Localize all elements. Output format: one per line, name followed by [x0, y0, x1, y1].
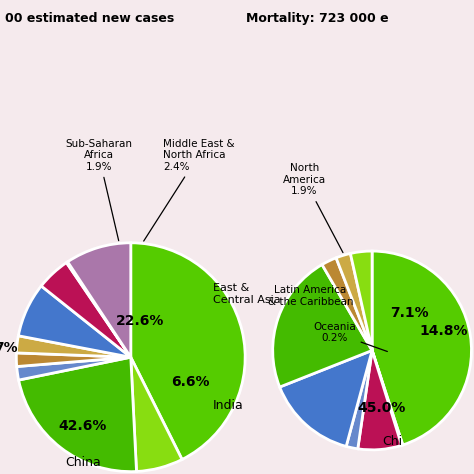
Text: North
America
1.9%: North America 1.9% [283, 163, 343, 253]
Wedge shape [18, 286, 131, 357]
Text: East &
Central Asia: East & Central Asia [213, 283, 281, 305]
Text: Middle East &
North Africa
2.4%: Middle East & North Africa 2.4% [144, 139, 235, 241]
Wedge shape [336, 254, 372, 350]
Text: China: China [65, 456, 100, 469]
Wedge shape [322, 258, 372, 350]
Text: Sub-Saharan
Africa
1.9%: Sub-Saharan Africa 1.9% [65, 139, 132, 241]
Text: India: India [213, 399, 244, 412]
Text: Latin America
& the Caribbean: Latin America & the Caribbean [268, 285, 353, 307]
Wedge shape [66, 262, 131, 357]
Wedge shape [350, 251, 372, 350]
Text: 00 estimated new cases: 00 estimated new cases [5, 12, 174, 25]
Wedge shape [280, 350, 372, 447]
Text: Oceania
0.2%: Oceania 0.2% [313, 322, 387, 352]
Text: 7.1%: 7.1% [391, 306, 429, 319]
Text: Chi: Chi [382, 436, 402, 448]
Text: 45.0%: 45.0% [358, 401, 406, 415]
Text: 7%: 7% [0, 341, 18, 355]
Wedge shape [131, 357, 182, 472]
Wedge shape [17, 336, 131, 357]
Wedge shape [273, 264, 372, 387]
Wedge shape [16, 353, 131, 366]
Text: Mortality: 723 000 e: Mortality: 723 000 e [246, 12, 389, 25]
Wedge shape [17, 357, 131, 380]
Text: 6.6%: 6.6% [171, 375, 210, 389]
Wedge shape [131, 243, 245, 459]
Wedge shape [68, 243, 131, 357]
Wedge shape [41, 263, 131, 357]
Wedge shape [346, 350, 372, 449]
Text: 42.6%: 42.6% [58, 419, 107, 433]
Wedge shape [18, 357, 137, 472]
Wedge shape [358, 350, 401, 450]
Wedge shape [372, 251, 472, 445]
Text: 22.6%: 22.6% [116, 314, 164, 328]
Wedge shape [372, 350, 403, 446]
Text: 14.8%: 14.8% [419, 324, 468, 337]
